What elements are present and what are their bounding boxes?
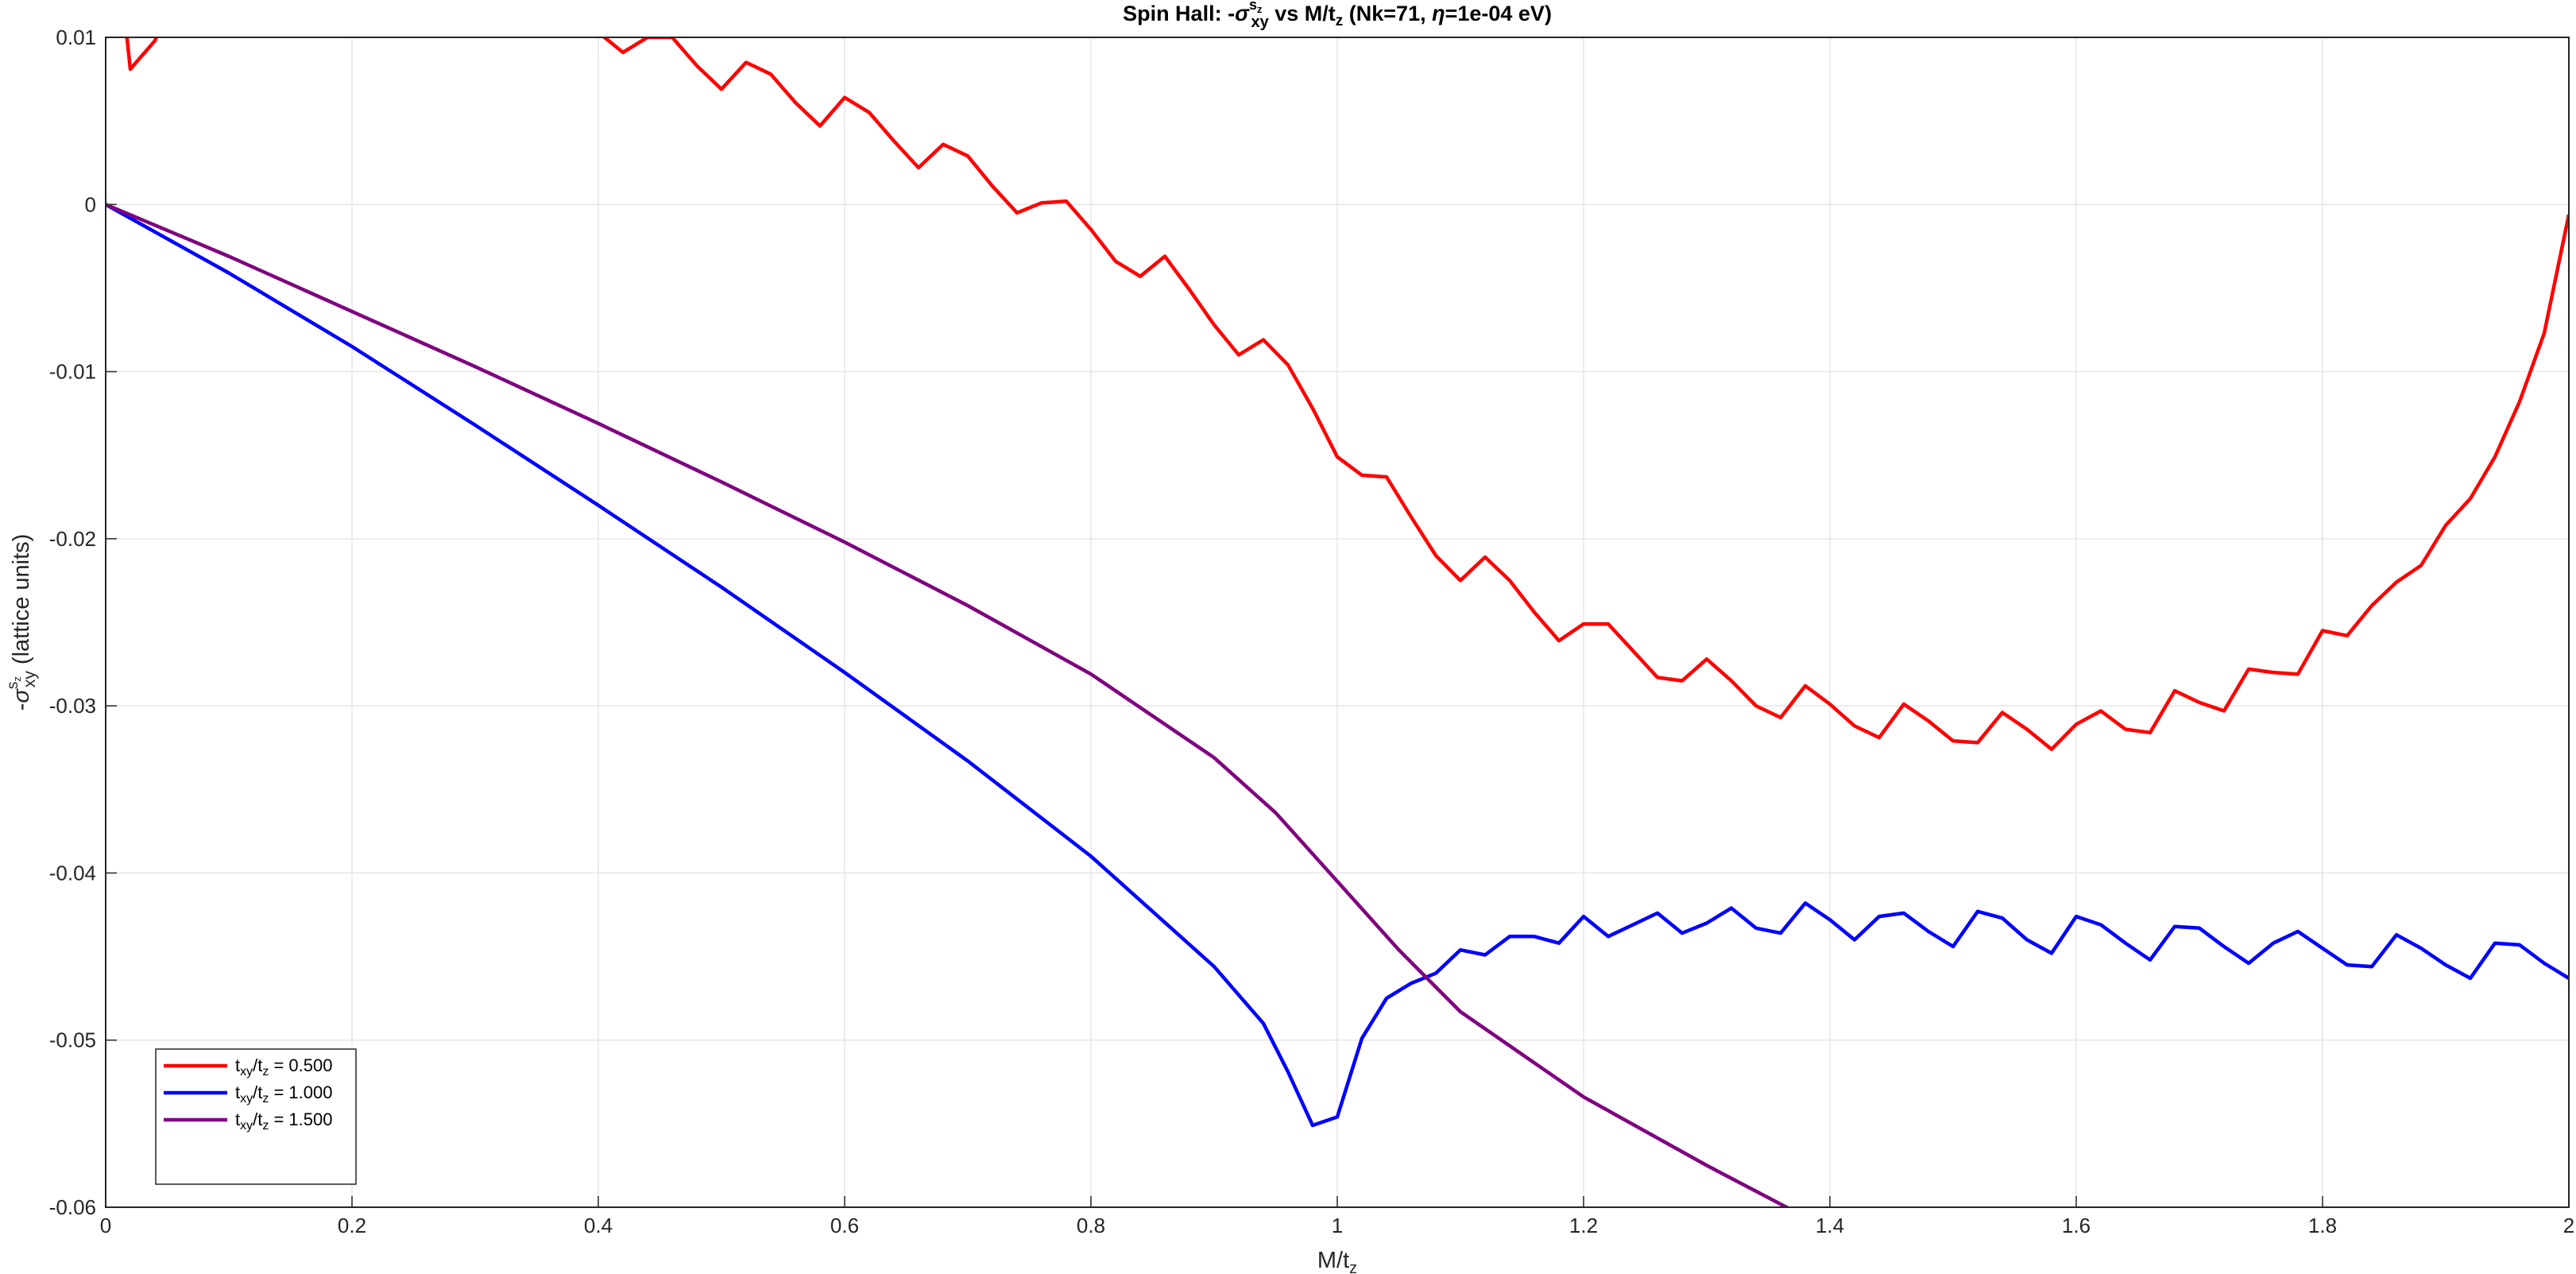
legend-box — [155, 1048, 357, 1185]
legend-items: txy/tz = 0.500 txy/tz = 1.000 txy/tz = 1.5… — [164, 1055, 333, 1133]
legend-label-1: txy/tz = 0.500 — [235, 1055, 333, 1078]
x-tick-label: 0 — [100, 1214, 111, 1237]
x-tick-label: 1.4 — [1816, 1214, 1844, 1237]
legend: txy/tz = 0.500 txy/tz = 1.000 txy/tz = 1.5… — [155, 1048, 357, 1185]
y-tick-label: -0.06 — [49, 1195, 96, 1219]
y-ticks: -0.06 -0.05 -0.04 -0.03 -0.02 -0.01 0 0.01 — [49, 25, 117, 1219]
legend-label-2: txy/tz = 1.000 — [235, 1082, 333, 1106]
x-ticks: 0 0.2 0.4 0.6 0.8 1 1.2 1.4 1.6 1.8 2 — [100, 1196, 2574, 1237]
x-tick-label: 1.2 — [1569, 1214, 1598, 1237]
x-tick-label: 1.6 — [2062, 1214, 2091, 1237]
series-group — [106, 37, 2569, 1207]
chart-title: Spin Hall: -σsz xy vs M/tz (Nk=71, η=1e-0… — [1123, 0, 1552, 31]
legend-label-3: txy/tz = 1.500 — [235, 1109, 333, 1133]
y-tick-label: -0.04 — [49, 861, 96, 885]
x-tick-label: 0.6 — [830, 1214, 859, 1237]
x-tick-label: 1.8 — [2308, 1214, 2337, 1237]
x-tick-label: 2 — [2563, 1214, 2574, 1237]
series-line-3 — [106, 203, 1791, 1207]
y-tick-label: -0.02 — [49, 527, 96, 551]
series-line-1 — [125, 37, 2569, 752]
x-tick-label: 0.8 — [1077, 1214, 1105, 1237]
series-line-2 — [106, 203, 2569, 1128]
y-tick-label: -0.05 — [49, 1028, 96, 1052]
y-axis-label: -σszxy (lattice units) — [5, 534, 39, 711]
y-tick-label: -0.01 — [49, 360, 96, 384]
y-tick-label: -0.03 — [49, 694, 96, 718]
x-tick-label: 1 — [1332, 1214, 1343, 1237]
x-axis-label: M/tz — [1317, 1248, 1357, 1274]
x-tick-label: 0.2 — [338, 1214, 366, 1237]
y-tick-label: 0.01 — [56, 25, 96, 49]
y-tick-label: 0 — [85, 192, 96, 216]
x-tick-label: 0.4 — [584, 1214, 613, 1237]
